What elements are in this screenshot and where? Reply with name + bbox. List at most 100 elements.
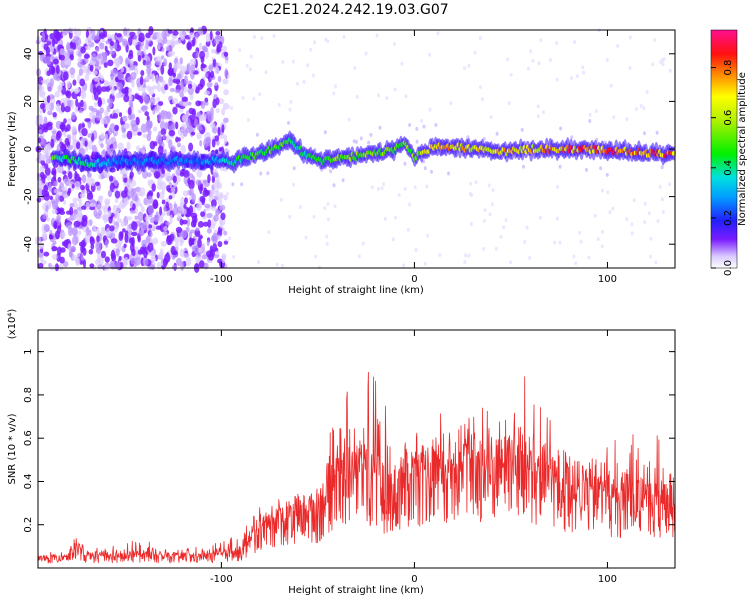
spectrogram-cell [397,193,401,197]
spectrogram-cell [65,222,72,229]
spectrogram-cell [124,197,129,206]
spectrogram-cell [288,214,292,219]
spectrogram-cell [79,78,86,87]
spectrogram-cell [52,130,57,135]
spectrogram-cell [264,70,268,75]
spectrogram-cell [83,258,86,269]
spectrogram-cell [467,253,471,258]
spectrogram-cell [559,126,563,131]
spectrogram-cell [207,219,212,228]
spectrogram-cell [100,173,105,180]
spectrogram-cell [136,50,143,58]
spectrogram-cell [241,95,245,100]
spectrogram-cell [196,132,202,140]
spectrogram-cell [220,53,225,59]
spectrogram-cell [160,64,165,75]
spectrogram-cell [202,221,209,227]
spectrogram-cell [231,182,235,187]
spectrogram-cell [634,107,638,112]
spectrogram-cell [53,72,60,81]
spectrogram-cell [66,41,71,52]
spectrogram-cell [158,101,164,106]
spectrogram-cell [129,179,137,187]
spectrogram-cell [80,256,85,261]
spectrogram-cell [91,144,97,153]
spectrogram-cell [80,99,84,108]
spectrogram-cell [37,137,42,144]
spectrogram-cell [193,244,198,254]
spectrogram-cell [41,32,46,42]
spectrogram-cell [628,65,632,70]
spectrogram-cell [150,250,155,260]
spectrogram-cell [179,239,184,247]
spectrogram-cell [122,41,130,45]
spectrogram-cell [141,92,148,100]
spectrogram-cell [161,231,168,237]
x-tick-label: 100 [598,574,617,585]
spectrogram-cell [166,39,172,45]
spectrogram-cell [126,177,131,186]
spectrogram-cell [49,234,54,240]
spectrogram-cell [77,57,83,63]
spectrogram-cell [92,87,97,96]
spectrogram-cell [41,155,48,160]
spectrogram-cell [628,35,632,40]
spectrogram-cell [40,103,45,110]
spectrogram-cell [383,216,387,221]
spectrogram-cell [182,208,187,215]
spectrogram-cell [612,115,616,120]
spectrogram-cell [206,82,213,88]
spectrogram-cell [147,179,151,186]
spectrogram-cell [347,117,351,122]
spectrogram-cell [172,106,178,115]
spectrogram-cell [215,62,219,67]
spectrogram-cell [134,215,138,220]
spectrogram-cell [645,90,649,95]
spectrogram-cell [185,226,190,233]
spectrogram-axes: -100 0 100 -40 -20 0 20 40 [23,30,675,285]
spectrogram-cell [146,120,153,128]
spectrogram-cell [46,122,51,127]
spectrogram-cell [131,123,138,132]
spectrogram-cell [143,45,147,55]
spectrogram-cell [408,123,412,127]
spectrogram-cell [54,91,60,98]
spectrogram-cell [67,117,72,126]
x-tick-label: 0 [411,274,417,285]
spectrogram-cell [100,86,107,92]
spectrogram-cell [296,81,300,86]
spectrogram-cell [54,230,60,240]
spectrogram-cell [253,34,256,39]
spectrogram-cell [528,255,532,260]
snr-xlabel: Height of straight line (km) [288,585,424,596]
spectrogram-cell [208,253,214,261]
spectrogram-cell [139,40,145,47]
spectrogram-cell [55,194,60,203]
spectrogram-cell [183,170,190,178]
spectrogram-cell [192,82,197,91]
spectrogram-cell [95,247,101,254]
spectrogram-cell [72,42,77,50]
spectrogram-cell [194,118,198,128]
spectrogram-cell [152,199,158,209]
spectrogram-cell [585,167,588,172]
spectrogram-cell [197,83,204,90]
spectrogram-cell [222,102,229,110]
spectrogram-cell [180,229,188,239]
spectrogram-cell [43,116,48,124]
spectrogram-cell [168,195,173,200]
spectrogram-cell [200,183,204,192]
spectrogram-cell [281,263,284,268]
spectrogram-cell [596,237,600,242]
spectrogram-cell [106,34,113,40]
spectrogram-cell [61,186,68,191]
spectrogram-cell [556,185,560,189]
spectrogram-cell [204,97,209,103]
spectrogram-cell [219,192,224,198]
spectrogram-cell [108,100,113,109]
spectrogram-cell [100,132,105,139]
spectrogram-cell [172,72,176,78]
spectrogram-cell [198,235,203,240]
spectrogram-cell [201,254,208,260]
spectrogram-cell [502,225,506,230]
